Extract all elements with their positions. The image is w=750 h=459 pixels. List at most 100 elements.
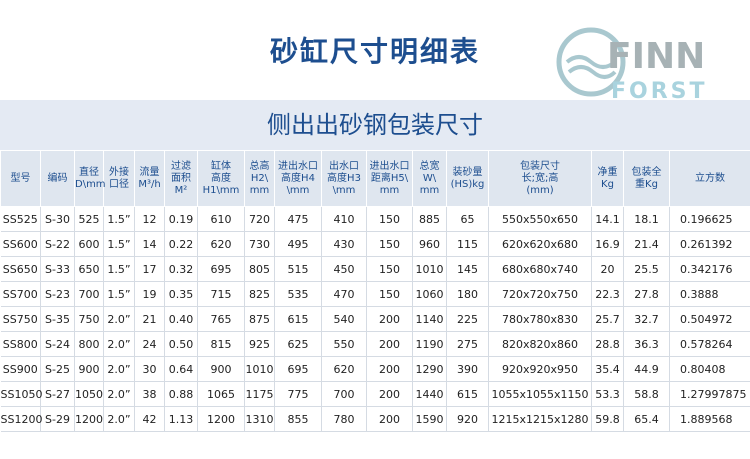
table-cell: 700 bbox=[321, 381, 367, 407]
header-line: (HS)kg bbox=[450, 178, 485, 190]
table-cell: S-27 bbox=[40, 381, 75, 407]
table-cell: 200 bbox=[366, 331, 413, 357]
table-cell: 1215x1215x1280 bbox=[488, 406, 592, 432]
table-cell: 0.504972 bbox=[669, 306, 750, 332]
table-cell: 780 bbox=[321, 406, 367, 432]
table-cell: 875 bbox=[244, 306, 275, 332]
table-cell: 53.3 bbox=[591, 381, 624, 407]
table-cell: 59.8 bbox=[591, 406, 624, 432]
table-row: SS650 S-33 650 1.5” 17 0.32 695 805 515 450 150 101… bbox=[0, 256, 750, 282]
spec-table: 型号 编码 直径 D\mm 外接 口径 流量 M³/h 过滤 面积 M² 缸体 高度 H1\mm 总高 H2\… bbox=[0, 150, 750, 432]
table-cell: 535 bbox=[274, 281, 322, 307]
table-cell: 145 bbox=[446, 256, 489, 282]
header-line: 过滤 bbox=[171, 160, 191, 172]
table-cell: 1140 bbox=[412, 306, 447, 332]
logo-wave bbox=[565, 55, 617, 69]
table-row: SS800 S-24 800 2.0” 24 0.50 815 925 625 550 200 119… bbox=[0, 331, 750, 357]
logo-text: FINN bbox=[607, 36, 705, 77]
table-cell: 38 bbox=[134, 381, 165, 407]
header-line: 立方数 bbox=[695, 172, 725, 184]
header-line: 装砂量 bbox=[452, 166, 483, 178]
table-cell: 225 bbox=[446, 306, 489, 332]
header-line: 型号 bbox=[10, 172, 31, 184]
table-cell: 150 bbox=[366, 256, 413, 282]
table-cell: 680x680x740 bbox=[488, 256, 592, 282]
table-cell: 730 bbox=[244, 231, 275, 257]
header-line: 流量 bbox=[139, 166, 160, 178]
table-cell: 21.4 bbox=[623, 231, 670, 257]
table-cell: 1.5” bbox=[103, 281, 135, 307]
table-cell: 25.7 bbox=[591, 306, 624, 332]
header-line: mm bbox=[419, 184, 440, 196]
header-line: 进出水口 bbox=[278, 160, 318, 172]
table-cell: 430 bbox=[321, 231, 367, 257]
table-cell: 65.4 bbox=[623, 406, 670, 432]
column-header: 总高 H2\ mm bbox=[244, 150, 275, 207]
table-cell: 805 bbox=[244, 256, 275, 282]
table-cell: 825 bbox=[244, 281, 275, 307]
table-cell: SS1050 bbox=[0, 381, 42, 407]
header-line: 总高 bbox=[249, 160, 270, 172]
table-cell: 0.64 bbox=[164, 356, 198, 382]
header-line: 缸体 bbox=[211, 160, 231, 172]
table-cell: 410 bbox=[321, 206, 367, 232]
table-cell: SS700 bbox=[0, 281, 41, 307]
header-line: 包装尺寸 bbox=[520, 160, 560, 172]
table-cell: 150 bbox=[366, 281, 413, 307]
table-cell: S-35 bbox=[40, 306, 75, 332]
table-cell: 16.9 bbox=[591, 231, 624, 257]
header-line: 重Kg bbox=[635, 178, 658, 190]
table-cell: 620 bbox=[321, 356, 367, 382]
table-cell: 610 bbox=[197, 206, 245, 232]
table-cell: 19 bbox=[134, 281, 165, 307]
header-line: 外接 bbox=[109, 166, 129, 178]
table-cell: 35.4 bbox=[591, 356, 624, 382]
table-cell: 275 bbox=[446, 331, 489, 357]
table-cell: 2.0” bbox=[103, 356, 135, 382]
table-cell: 0.88 bbox=[164, 381, 198, 407]
header-line: 面积 bbox=[171, 172, 191, 184]
table-cell: 17 bbox=[134, 256, 165, 282]
table-cell: 620x620x680 bbox=[488, 231, 592, 257]
table-cell: 1010 bbox=[244, 356, 275, 382]
header-line: M² bbox=[174, 184, 188, 196]
table-cell: 36.3 bbox=[623, 331, 670, 357]
table-cell: 180 bbox=[446, 281, 489, 307]
table-cell: 2.0” bbox=[103, 381, 135, 407]
table-cell: 2.0” bbox=[103, 331, 135, 357]
column-header: 进出水口 高度H4 \mm bbox=[274, 150, 322, 207]
column-header: 编码 bbox=[40, 150, 75, 207]
table-cell: 150 bbox=[366, 206, 413, 232]
table-cell: 540 bbox=[321, 306, 367, 332]
table-cell: 0.261392 bbox=[669, 231, 750, 257]
table-cell: 1200 bbox=[74, 406, 104, 432]
table-cell: 24 bbox=[134, 331, 165, 357]
table-cell: 200 bbox=[366, 381, 413, 407]
table-cell: 1310 bbox=[244, 406, 275, 432]
table-cell: 20 bbox=[591, 256, 624, 282]
column-header: 直径 D\mm bbox=[74, 150, 106, 207]
table-cell: 0.19 bbox=[164, 206, 198, 232]
table-cell: 650 bbox=[74, 256, 104, 282]
table-cell: 2.0” bbox=[103, 306, 135, 332]
table-cell: 1175 bbox=[244, 381, 275, 407]
header-line: 进出水口 bbox=[369, 160, 410, 172]
header-line: 高度H3 bbox=[327, 172, 361, 184]
table-cell: 1590 bbox=[412, 406, 447, 432]
column-header: 型号 bbox=[0, 150, 41, 207]
table-cell: S-25 bbox=[40, 356, 75, 382]
header-line: 直径 bbox=[79, 166, 99, 178]
table-cell: SS1200 bbox=[0, 406, 42, 432]
table-cell: 470 bbox=[321, 281, 367, 307]
table-cell: 1440 bbox=[412, 381, 447, 407]
table-cell: 0.40 bbox=[164, 306, 198, 332]
table-row: SS750 S-35 750 2.0” 21 0.40 765 875 615 540 200 114… bbox=[0, 306, 750, 332]
table-cell: 515 bbox=[274, 256, 322, 282]
column-header: 出水口 高度H3 \mm bbox=[321, 150, 367, 207]
logo-ring bbox=[556, 27, 626, 97]
table-cell: 28.8 bbox=[591, 331, 624, 357]
header-line: mm bbox=[379, 184, 400, 196]
table-cell: 615 bbox=[274, 306, 322, 332]
table-cell: 700 bbox=[74, 281, 104, 307]
